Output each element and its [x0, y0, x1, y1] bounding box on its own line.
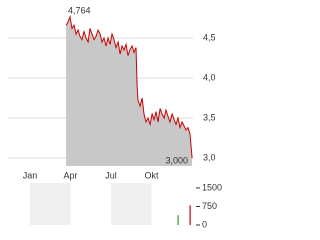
y-tick-label: 3,0: [203, 152, 216, 162]
y-tick-label: 750: [202, 201, 217, 211]
y-tick-label: 4,5: [203, 32, 216, 42]
y-tick-label: 3,5: [203, 112, 216, 122]
annotation: 3,000: [166, 155, 189, 165]
x-tick-label: Jul: [105, 170, 117, 180]
y-tick-label: 1500: [202, 182, 222, 192]
x-tick-label: Jan: [23, 170, 38, 180]
x-tick-label: Apr: [64, 170, 78, 180]
y-tick-label: 4,0: [203, 72, 216, 82]
annotation: 4,764: [68, 5, 91, 15]
price-line: [65, 15, 193, 159]
x-tick-label: Okt: [145, 170, 160, 180]
quarter-band: [30, 183, 71, 225]
volume-bar: [177, 215, 179, 225]
y-tick-label: 0: [202, 219, 207, 229]
area-fill: [66, 16, 193, 167]
volume-bar: [189, 205, 191, 225]
chart: 3,0 3,5 4,0 4,5 Jan Apr Jul Okt 4,764 3,000 0 750 15…: [8, 5, 222, 229]
quarter-band: [111, 183, 152, 225]
